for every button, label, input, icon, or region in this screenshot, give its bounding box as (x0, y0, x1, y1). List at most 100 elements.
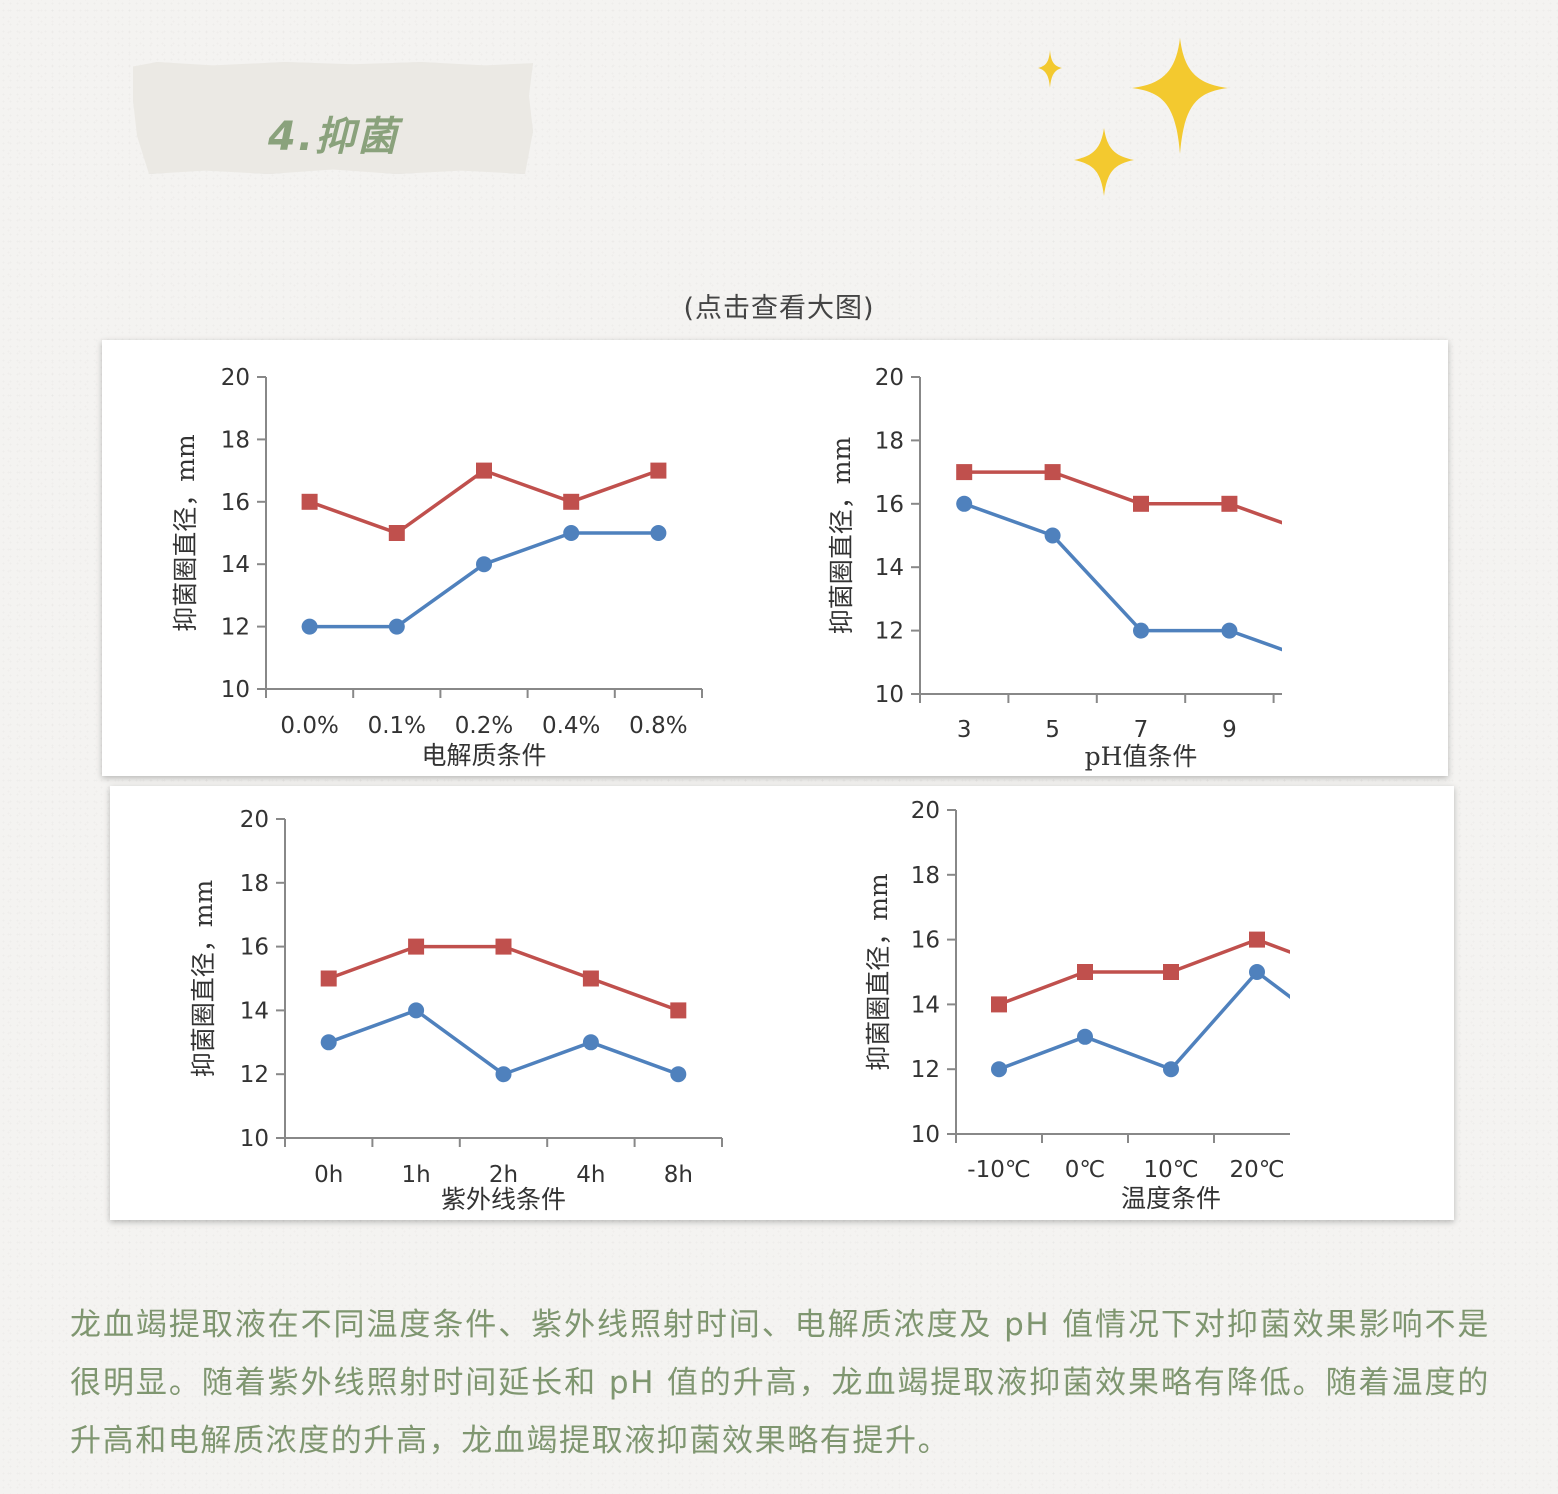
y-tick-label: 12 (911, 1057, 940, 1083)
sparkle-star-icon (1038, 38, 1228, 196)
y-tick-label: 20 (240, 807, 269, 833)
section-title: 4.抑菌 (268, 114, 400, 160)
series-2-point (476, 556, 492, 573)
series-2-point (1163, 1061, 1179, 1078)
series-2-point (320, 1034, 337, 1051)
series-2-line (963, 502, 1282, 652)
y-axis-label: 抑菌圈直径，mm (864, 873, 893, 1071)
series-1-point (670, 1002, 687, 1019)
series-2-point (956, 495, 973, 512)
x-axis-label: 电解质条件 (421, 741, 546, 770)
x-tick-label: 5 (1045, 717, 1060, 743)
series-2-point (408, 1002, 425, 1019)
series-1-point (476, 462, 492, 479)
series-1-line (998, 937, 1290, 1007)
x-axis-label: 温度条件 (1121, 1184, 1221, 1213)
series-1-point (1249, 931, 1265, 948)
click-hint[interactable]: (点击查看大图) (683, 293, 875, 324)
series-1-point (301, 493, 318, 510)
y-tick-label: 18 (875, 428, 904, 454)
series-1-point (1163, 964, 1179, 980)
series-2-point (582, 1034, 599, 1051)
x-tick-label: -10℃ (967, 1157, 1030, 1183)
y-axis-label: 抑菌圈直径，mm (171, 434, 200, 632)
series-2-point (301, 618, 318, 635)
sparkle-star-icon-small (1038, 50, 1062, 88)
x-tick-label: 8h (664, 1162, 693, 1188)
series-2-point (1221, 622, 1238, 639)
series-1-point (650, 462, 667, 479)
x-tick-label: 3 (957, 717, 972, 743)
series-2-point (563, 525, 580, 541)
y-tick-label: 10 (240, 1126, 269, 1152)
series-1-point (388, 525, 405, 541)
y-tick-label: 10 (221, 677, 250, 703)
series-1-point (991, 996, 1007, 1013)
chart-panel-bottom: 10 12 14 16 18 20 0h 1h 2h 4h 8h 紫外线条件 抑菌圈直径，mm 10 12… (110, 786, 1454, 1220)
y-axis-label: 抑菌圈直径，mm (827, 437, 856, 635)
series-2-point (1077, 1028, 1093, 1045)
x-tick-label: 1h (401, 1162, 430, 1188)
y-tick-label: 12 (875, 619, 904, 645)
x-tick-label: 0.8% (629, 713, 687, 739)
x-tick-label: 10℃ (1143, 1157, 1198, 1183)
y-tick-label: 20 (911, 798, 940, 824)
series-2-point (388, 618, 405, 635)
y-tick-label: 18 (240, 871, 269, 897)
y-tick-label: 16 (875, 492, 904, 518)
series-2-point (1133, 622, 1149, 639)
x-tick-label: 4h (576, 1162, 605, 1188)
series-2-point (650, 525, 667, 541)
y-tick-label: 18 (911, 863, 940, 889)
y-tick-label: 14 (911, 992, 940, 1018)
series-1-point (1077, 964, 1093, 980)
series-2-line (328, 1008, 679, 1076)
y-tick-label: 20 (875, 365, 904, 391)
y-axis-label: 抑菌圈直径，mm (189, 880, 218, 1078)
x-tick-label: 0℃ (1065, 1157, 1105, 1183)
chart-panel-top: 10 12 14 16 18 20 0.0% 0.1% 0.2% 0.4% 0.8% 电解质条件 抑菌圈… (102, 340, 1448, 776)
x-tick-label: 0.4% (542, 713, 600, 739)
x-tick-label: 9 (1222, 717, 1237, 743)
y-tick-label: 16 (240, 935, 269, 961)
series-1-point (1221, 495, 1238, 512)
y-tick-label: 16 (221, 490, 250, 516)
y-tick-label: 16 (911, 928, 940, 954)
x-tick-label: 0.2% (455, 713, 513, 739)
y-tick-label: 10 (875, 682, 904, 708)
series-1-point (956, 464, 973, 481)
x-tick-label: 7 (1134, 717, 1149, 743)
chart-electrolyte: 10 12 14 16 18 20 0.0% 0.1% 0.2% 0.4% 0.8% 电解质条件 抑菌圈… (171, 365, 703, 770)
series-1-line (328, 944, 679, 1013)
x-tick-label: 0h (314, 1162, 343, 1188)
title-tape (133, 62, 533, 174)
y-tick-label: 14 (221, 552, 250, 578)
series-2-point (1044, 527, 1061, 544)
series-2-point (495, 1066, 512, 1083)
y-tick-label: 12 (221, 615, 250, 641)
series-2-point (670, 1066, 687, 1083)
series-1-point (495, 938, 512, 955)
series-1-point (563, 493, 580, 510)
y-tick-label: 14 (240, 998, 269, 1024)
series-1-point (582, 970, 599, 987)
series-2-point (991, 1061, 1007, 1078)
chart-uv: 10 12 14 16 18 20 0h 1h 2h 4h 8h 紫外线条件 抑菌圈直径，mm (189, 807, 723, 1214)
x-axis-label: 紫外线条件 (441, 1185, 566, 1214)
series-1-point (408, 938, 425, 955)
x-tick-label: 0.1% (368, 713, 426, 739)
x-tick-label: 2h (489, 1162, 518, 1188)
x-axis-label: pH值条件 (1085, 742, 1198, 771)
series-1-point (1133, 495, 1149, 512)
chart-ph: 101214161820357911pH值条件抑菌圈直径，mm (827, 365, 1282, 771)
series-1-point (1044, 464, 1061, 481)
y-tick-label: 18 (221, 427, 250, 453)
series-1-line (309, 468, 659, 535)
sparkle-star-icon-medium (1074, 128, 1134, 196)
y-tick-label: 14 (875, 555, 904, 581)
series-2-line (309, 531, 659, 629)
y-tick-label: 20 (221, 365, 250, 391)
sparkle-star-icon-large (1132, 38, 1228, 154)
series-1-point (320, 970, 337, 987)
